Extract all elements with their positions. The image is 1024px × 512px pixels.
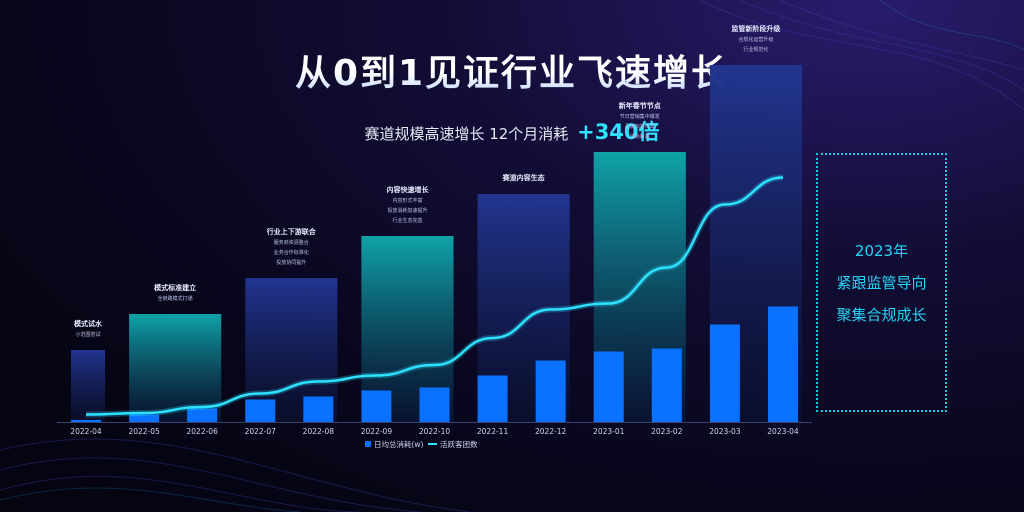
x-tick-label: 2022-05: [128, 427, 160, 436]
x-tick-label: 2022-06: [187, 427, 219, 436]
bar: [129, 414, 160, 422]
phase-note: 投放消耗加速提升: [387, 207, 427, 214]
phase-note: 服务商资源整合: [274, 239, 309, 246]
phase-title: 监管新阶段升级: [731, 24, 781, 33]
phase-note: 行业规范化: [743, 46, 768, 53]
phase-note: 内容形式丰富: [392, 197, 422, 204]
summary-box: 2023年 紧跟监管导向 聚集合规成长: [816, 153, 947, 412]
summary-year: 2023年: [854, 241, 909, 260]
x-tick-label: 2022-07: [245, 427, 277, 436]
x-tick-label: 2023-04: [767, 427, 799, 436]
phase-note: 小范围尝试: [76, 331, 101, 338]
bar: [71, 419, 102, 422]
bar: [651, 348, 682, 422]
bar: [187, 408, 218, 422]
phase-title: 模式试水: [74, 319, 103, 328]
phase-note: 品牌加速布局: [625, 123, 655, 130]
x-tick-label: 2022-10: [419, 427, 451, 436]
summary-line-2: 聚集合规成长: [836, 305, 927, 324]
phase-note: 行业生态完善: [392, 217, 422, 224]
phase-title: 模式标准建立: [154, 283, 196, 292]
legend-line-label: 活跃客团数: [440, 439, 478, 449]
bar: [709, 324, 740, 422]
subtitle-text: 赛道规模高速增长 12个月消耗: [364, 125, 569, 143]
phase-note: 全链路模式打通: [158, 295, 193, 302]
legend-bar-swatch: [365, 441, 371, 447]
bar: [419, 387, 450, 422]
x-tick-label: 2023-01: [593, 427, 625, 436]
phase-title: 行业上下游联合: [266, 227, 317, 236]
bar: [361, 390, 392, 422]
phase-block: [129, 314, 222, 422]
bar: [535, 360, 566, 422]
x-tick-label: 2022-12: [535, 427, 567, 436]
page-title: 从0到1见证行业飞速增长: [0, 44, 1024, 96]
phase-note: 合规化运营升级: [738, 36, 773, 43]
summary-line-1: 紧跟监管导向: [836, 273, 927, 292]
phase-note: 业务合作标准化: [274, 249, 309, 256]
bar: [767, 306, 798, 422]
phase-note: 节日营销集中爆发: [620, 113, 660, 120]
legend-bar-label: 日均总消耗(w): [374, 439, 424, 449]
bar: [593, 351, 624, 422]
bar: [245, 399, 276, 422]
x-tick-label: 2023-03: [709, 427, 741, 436]
phase-title: 赛道内容生态: [502, 173, 545, 182]
phase-block: [71, 350, 106, 422]
subtitle: 赛道规模高速增长 12个月消耗 +340倍: [0, 116, 1024, 146]
x-tick-label: 2023-02: [651, 427, 683, 436]
x-tick-label: 2022-08: [303, 427, 335, 436]
phase-note: 消耗新高: [630, 133, 650, 140]
phase-note: 投放协同提升: [276, 259, 306, 266]
phase-title: 内容快速增长: [386, 185, 429, 194]
x-tick-label: 2022-11: [477, 427, 509, 436]
phase-title: 新年春节节点: [619, 101, 661, 110]
bar: [303, 396, 334, 422]
subtitle-highlight: +340倍: [577, 120, 660, 144]
bar: [477, 375, 508, 422]
line-series: [86, 176, 783, 416]
x-tick-label: 2022-04: [70, 427, 102, 436]
x-tick-label: 2022-09: [361, 427, 393, 436]
